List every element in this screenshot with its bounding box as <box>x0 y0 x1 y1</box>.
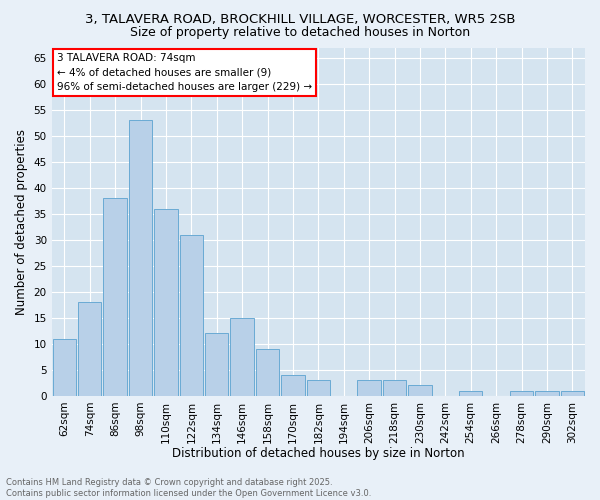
Bar <box>307 380 330 396</box>
Text: 3, TALAVERA ROAD, BROCKHILL VILLAGE, WORCESTER, WR5 2SB: 3, TALAVERA ROAD, BROCKHILL VILLAGE, WOR… <box>85 12 515 26</box>
Bar <box>53 338 76 396</box>
Text: 3 TALAVERA ROAD: 74sqm
← 4% of detached houses are smaller (9)
96% of semi-detac: 3 TALAVERA ROAD: 74sqm ← 4% of detached … <box>57 52 312 92</box>
Bar <box>103 198 127 396</box>
Text: Size of property relative to detached houses in Norton: Size of property relative to detached ho… <box>130 26 470 39</box>
Bar <box>154 208 178 396</box>
Bar <box>256 349 279 396</box>
Bar <box>560 390 584 396</box>
Bar <box>408 386 431 396</box>
Bar <box>535 390 559 396</box>
Text: Contains HM Land Registry data © Crown copyright and database right 2025.
Contai: Contains HM Land Registry data © Crown c… <box>6 478 371 498</box>
Bar <box>129 120 152 396</box>
Y-axis label: Number of detached properties: Number of detached properties <box>15 128 28 314</box>
X-axis label: Distribution of detached houses by size in Norton: Distribution of detached houses by size … <box>172 447 464 460</box>
Bar <box>179 234 203 396</box>
Bar <box>459 390 482 396</box>
Bar <box>358 380 381 396</box>
Bar <box>230 318 254 396</box>
Bar <box>383 380 406 396</box>
Bar <box>78 302 101 396</box>
Bar <box>510 390 533 396</box>
Bar <box>281 375 305 396</box>
Bar <box>205 334 229 396</box>
